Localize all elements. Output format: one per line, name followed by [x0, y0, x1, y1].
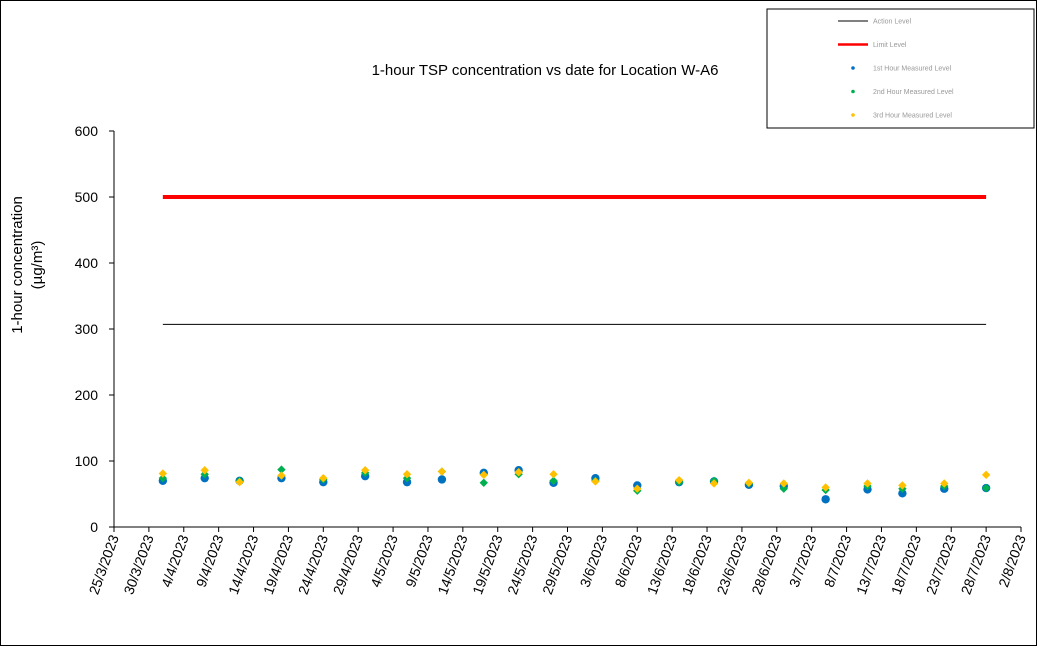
data-point	[981, 470, 991, 480]
data-point	[158, 473, 168, 483]
y-axis-label-line1: 1-hour concentration	[9, 196, 26, 334]
y-tick-label: 300	[75, 321, 99, 337]
x-tick-label: 3/6/2023	[577, 532, 611, 589]
data-point	[319, 473, 328, 483]
x-tick-label: 3/7/2023	[786, 532, 820, 589]
x-tick-label: 28/6/2023	[748, 532, 784, 596]
x-tick-label: 9/4/2023	[193, 532, 227, 589]
x-tick-label: 14/5/2023	[434, 532, 470, 596]
data-point	[633, 484, 642, 493]
legend: Action Level Limit Level 1st Hour Measured…	[766, 8, 1035, 129]
legend-marker-swatch	[851, 66, 855, 70]
data-point	[402, 470, 412, 479]
x-tick-label: 8/6/2023	[611, 532, 645, 589]
y-tick-label: 100	[75, 453, 99, 469]
data-point	[360, 466, 370, 475]
legend-label: Action Level	[873, 19, 912, 26]
x-tick-label: 13/6/2023	[644, 532, 680, 596]
data-point	[437, 475, 447, 484]
data-point	[981, 483, 991, 493]
x-tick-label: 23/7/2023	[923, 532, 959, 596]
x-tick-label: 28/7/2023	[958, 532, 994, 596]
data-point	[235, 477, 244, 487]
x-tick-label: 8/7/2023	[821, 532, 855, 589]
x-tick-label: 19/5/2023	[469, 532, 505, 596]
data-point	[437, 467, 447, 476]
y-tick-label: 400	[75, 255, 99, 271]
x-tick-label: 24/5/2023	[504, 532, 540, 596]
legend-label: 1st Hour Measured Level	[873, 66, 952, 73]
y-tick-label: 600	[75, 123, 99, 139]
data-point	[479, 478, 488, 487]
x-tick-label: 24/4/2023	[295, 532, 331, 596]
x-tick-label: 9/5/2023	[402, 532, 436, 589]
x-tick-label: 14/4/2023	[225, 532, 261, 596]
y-tick-label: 500	[75, 189, 99, 205]
data-point	[779, 479, 788, 488]
data-point	[898, 481, 907, 490]
x-tick-label: 13/7/2023	[853, 532, 889, 596]
data-point	[821, 495, 830, 504]
x-tick-label: 19/4/2023	[260, 532, 296, 596]
data-point	[821, 483, 830, 492]
y-tick-label: 0	[90, 519, 98, 535]
x-tick-label: 2/8/2023	[995, 532, 1029, 589]
data-point	[200, 466, 209, 475]
data-point	[479, 470, 488, 480]
legend-marker-swatch	[851, 89, 855, 94]
data-point	[898, 489, 907, 498]
x-tick-label: 23/6/2023	[713, 532, 749, 596]
data-point	[514, 468, 523, 477]
y-axis-label-line2: (µg/m³)	[29, 241, 46, 290]
x-tick-label: 29/5/2023	[539, 532, 575, 596]
legend-label: 3rd Hour Measured Level	[873, 113, 952, 120]
data-point	[277, 465, 286, 474]
series-layer	[158, 195, 991, 504]
legend-box	[766, 8, 1035, 129]
data-point	[549, 476, 558, 485]
x-tick-label: 18/6/2023	[679, 532, 715, 596]
legend-marker-swatch	[851, 113, 855, 117]
x-tick-label: 30/3/2023	[120, 532, 156, 596]
legend-item: 1st Hour Measured Level	[851, 66, 952, 73]
x-tick-label: 18/7/2023	[888, 532, 924, 596]
legend-item: 2nd Hour Measured Level	[851, 89, 954, 96]
legend-item: Action Level	[838, 19, 912, 26]
x-tick-label: 29/4/2023	[330, 532, 366, 596]
data-point	[277, 471, 286, 480]
data-point	[709, 479, 719, 488]
legend-label: 2nd Hour Measured Level	[873, 89, 954, 96]
x-tick-label: 25/3/2023	[85, 532, 121, 596]
chart-title: 1-hour TSP concentration vs date for Loc…	[372, 62, 719, 79]
data-point	[940, 479, 949, 488]
legend-item: 3rd Hour Measured Level	[851, 113, 952, 120]
data-point	[549, 470, 558, 479]
data-point	[744, 478, 754, 487]
data-point	[674, 475, 684, 485]
legend-label: Limit Level	[873, 42, 907, 49]
x-tick-label: 4/4/2023	[158, 532, 192, 589]
data-point	[158, 469, 168, 478]
series-4	[158, 466, 991, 493]
x-tick-label: 4/5/2023	[367, 532, 401, 589]
data-point	[863, 479, 872, 488]
data-point	[591, 477, 600, 486]
y-tick-label: 200	[75, 387, 99, 403]
legend-item: Limit Level	[838, 42, 907, 49]
data-point	[779, 484, 788, 493]
